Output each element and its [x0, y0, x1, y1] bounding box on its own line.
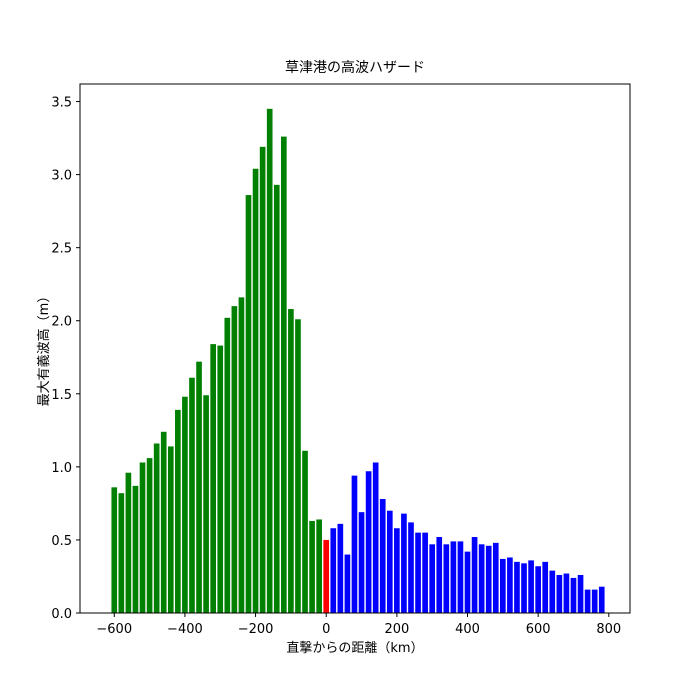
- bar: [485, 545, 492, 613]
- x-axis-label: 直撃からの距離（km）: [286, 640, 423, 656]
- bar: [167, 446, 174, 613]
- bar: [415, 532, 421, 613]
- bar: [492, 542, 499, 613]
- bar: [478, 544, 485, 613]
- bar: [118, 493, 125, 613]
- bar: [323, 539, 330, 613]
- bar: [330, 528, 337, 613]
- bar: [591, 589, 598, 613]
- bar: [196, 361, 202, 613]
- y-tick-label: 2.0: [51, 315, 72, 330]
- bar: [528, 560, 534, 613]
- bar: [309, 520, 315, 613]
- x-tick-label: 0: [322, 622, 330, 637]
- bar: [280, 136, 287, 614]
- x-tick-label: −600: [96, 622, 132, 637]
- y-tick-label: 0.0: [51, 607, 72, 622]
- bar: [337, 523, 344, 613]
- bar: [577, 575, 584, 613]
- bar: [259, 146, 266, 613]
- bar: [598, 586, 605, 613]
- x-tick-label: −200: [238, 622, 274, 637]
- bar: [132, 485, 139, 613]
- y-tick-label: 3.0: [51, 169, 72, 184]
- y-axis-label: 最大有義波高（m）: [36, 290, 52, 407]
- plot-frame: [79, 83, 631, 614]
- bar: [245, 195, 252, 613]
- bar: [422, 532, 428, 613]
- bar: [549, 570, 556, 613]
- bar: [471, 537, 478, 613]
- bar: [570, 577, 577, 613]
- bar: [542, 561, 549, 613]
- bar: [584, 589, 591, 613]
- y-tick-label: 2.5: [51, 242, 72, 257]
- bar: [450, 541, 457, 613]
- bar: [436, 537, 443, 613]
- bar: [302, 450, 308, 613]
- bar: [401, 513, 407, 613]
- bar: [358, 512, 365, 613]
- chart-title: 草津港の高波ハザード: [285, 59, 425, 76]
- bar: [252, 168, 259, 614]
- y-tick-label: 3.5: [51, 96, 72, 111]
- bar: [203, 395, 209, 613]
- y-tick-label: 0.5: [51, 534, 72, 549]
- bar: [394, 528, 400, 613]
- bar: [273, 184, 280, 614]
- bar: [238, 297, 245, 613]
- bar: [295, 319, 301, 613]
- x-tick-label: 400: [455, 622, 480, 637]
- bar: [175, 409, 181, 613]
- bar: [429, 544, 436, 613]
- bar: [457, 541, 464, 613]
- bar: [386, 510, 393, 613]
- bar: [372, 462, 379, 613]
- bar: [160, 431, 167, 613]
- bar: [521, 563, 527, 613]
- bar: [563, 573, 570, 613]
- bar: [224, 317, 231, 613]
- bar: [507, 557, 513, 613]
- y-tick-label: 1.5: [51, 388, 72, 403]
- bar: [408, 522, 414, 613]
- y-tick-label: 1.0: [51, 461, 72, 476]
- bar: [316, 519, 322, 613]
- bar: [139, 462, 146, 613]
- bar: [500, 558, 506, 613]
- bar: [153, 443, 160, 613]
- bar: [210, 344, 216, 613]
- bar: [556, 575, 563, 613]
- bar: [344, 554, 351, 613]
- bar: [217, 345, 224, 613]
- bar: [231, 306, 238, 613]
- x-tick-label: 200: [384, 622, 409, 637]
- bar: [464, 551, 471, 613]
- bar: [535, 566, 541, 613]
- bar: [146, 458, 153, 613]
- bar: [189, 377, 195, 613]
- x-tick-label: 800: [596, 622, 621, 637]
- bar: [365, 471, 372, 613]
- bar: [351, 475, 358, 613]
- bar: [125, 472, 132, 613]
- bar: [379, 499, 386, 613]
- bar: [182, 396, 188, 613]
- bar: [111, 487, 118, 613]
- x-tick-label: −400: [167, 622, 203, 637]
- bar: [443, 544, 450, 613]
- x-tick-label: 600: [526, 622, 551, 637]
- bar: [514, 561, 520, 613]
- bar: [266, 108, 273, 614]
- bar: [288, 309, 294, 613]
